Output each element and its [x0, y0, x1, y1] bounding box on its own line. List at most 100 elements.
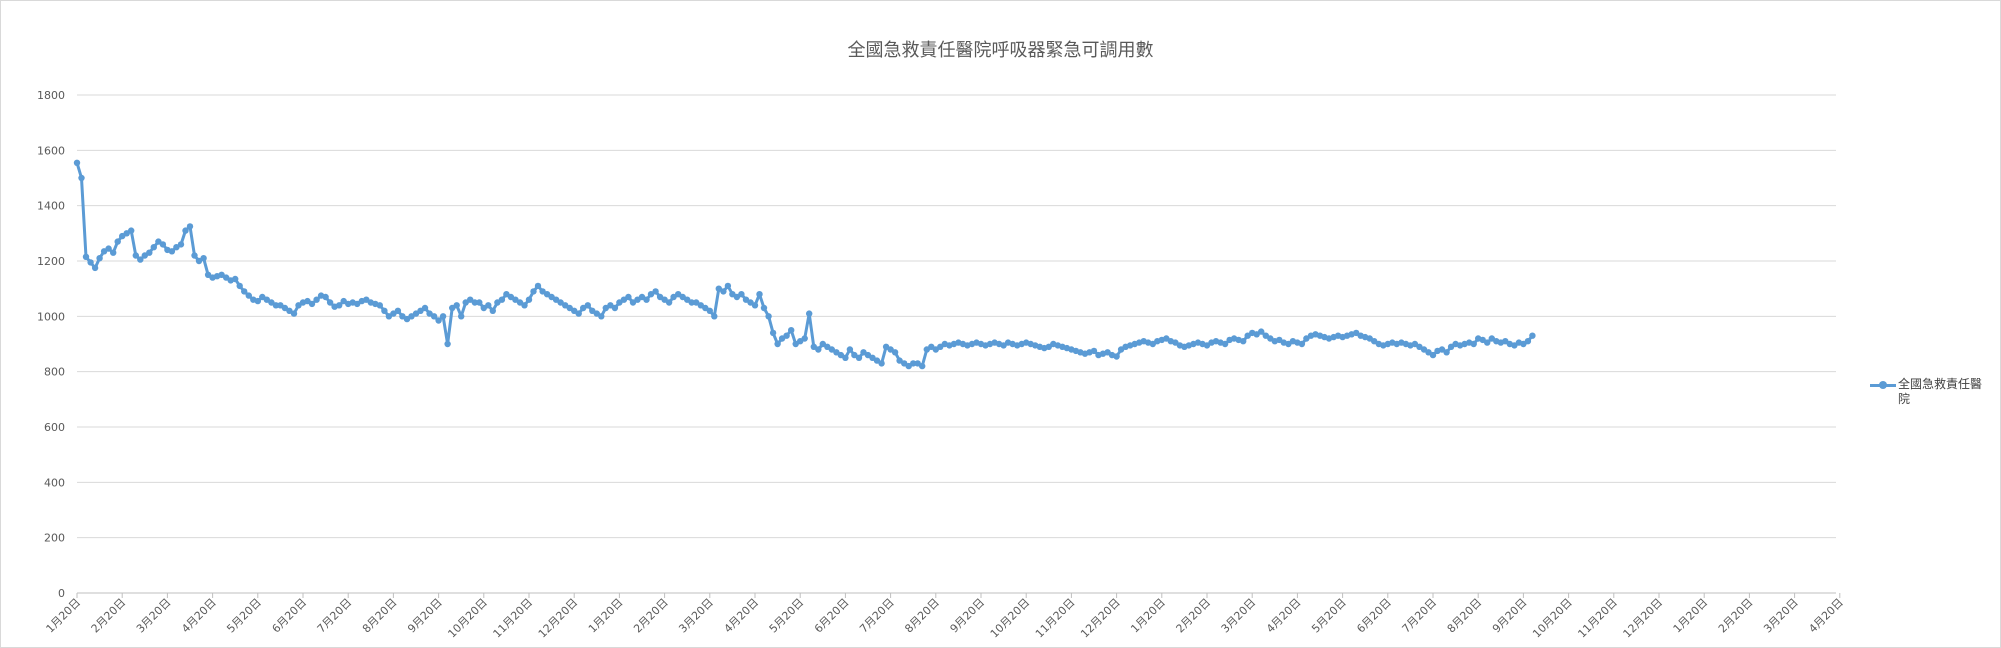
- x-tick-label: 7月20日: [315, 596, 355, 636]
- data-point: [534, 282, 542, 290]
- x-tick-label: 3月20日: [1761, 596, 1801, 636]
- data-point: [290, 310, 298, 317]
- data-point: [774, 340, 781, 348]
- legend-swatch-marker: [1879, 381, 1887, 389]
- data-point: [643, 296, 650, 303]
- x-tick-label: 3月20日: [676, 596, 716, 636]
- data-point: [489, 307, 496, 314]
- data-point: [232, 275, 239, 283]
- data-point: [272, 302, 280, 309]
- data-point: [765, 313, 772, 320]
- x-tick-label: 3月20日: [1219, 596, 1259, 636]
- x-tick-label: 1月20日: [44, 596, 84, 636]
- data-point: [788, 327, 795, 334]
- x-tick-label: 11月20日: [1575, 596, 1620, 641]
- data-point: [336, 302, 343, 309]
- y-tick-label: 400: [44, 476, 65, 489]
- data-point: [241, 288, 248, 295]
- data-point: [313, 296, 320, 303]
- legend-label: 全國急救責任醫院: [1898, 377, 1983, 406]
- x-tick-label: 4月20日: [179, 596, 219, 636]
- data-point: [647, 291, 655, 298]
- y-tick-label: 1400: [37, 200, 65, 213]
- x-tick-label: 8月20日: [360, 596, 400, 636]
- data-point: [1113, 353, 1120, 360]
- data-point: [399, 313, 406, 320]
- data-point: [286, 307, 293, 314]
- data-point: [78, 174, 85, 182]
- gridlines: [77, 94, 1836, 594]
- legend-swatch: [1870, 379, 1896, 391]
- data-point: [1470, 340, 1477, 348]
- x-tick-label: 6月20日: [812, 596, 852, 636]
- x-tick-label: 2月20日: [1716, 596, 1756, 636]
- data-point: [191, 252, 198, 259]
- data-point: [756, 291, 763, 298]
- legend: 全國急救責任醫院: [1870, 377, 1995, 407]
- x-tick-label: 12月20日: [1078, 596, 1123, 641]
- data-point: [801, 335, 808, 342]
- x-tick-label: 5月20日: [224, 596, 264, 636]
- x-tick-label: 7月20日: [1400, 596, 1440, 636]
- data-point: [896, 357, 903, 364]
- data-point: [322, 293, 329, 301]
- y-tick-label: 1800: [37, 89, 65, 102]
- data-point: [421, 304, 429, 312]
- data-point: [381, 307, 388, 314]
- data-point: [471, 299, 478, 306]
- data-point: [444, 340, 451, 348]
- data-point: [910, 360, 917, 367]
- data-point: [738, 291, 745, 298]
- x-tick-label: 5月20日: [1309, 596, 1349, 636]
- x-tick-label: 8月20日: [1445, 596, 1485, 636]
- x-tick-label: 10月20日: [445, 596, 490, 641]
- x-tick-label: 9月20日: [405, 596, 445, 636]
- data-point: [1258, 328, 1265, 335]
- x-tick-label: 2月20日: [89, 596, 129, 636]
- data-point: [751, 302, 759, 309]
- data-point: [1298, 340, 1306, 348]
- data-point: [670, 293, 677, 301]
- x-tick-label: 3月20日: [134, 596, 174, 636]
- data-point: [919, 362, 926, 370]
- data-point: [711, 313, 718, 320]
- data-point: [394, 307, 402, 314]
- data-point: [688, 299, 695, 306]
- data-point: [1371, 338, 1378, 345]
- x-tick-label: 10月20日: [988, 596, 1033, 641]
- data-point: [498, 296, 506, 303]
- data-point: [105, 245, 112, 252]
- data-point: [815, 346, 822, 353]
- x-tick-label: 11月20日: [1033, 596, 1078, 641]
- y-tick-label: 600: [44, 421, 65, 434]
- data-point: [263, 296, 270, 303]
- x-tick-label: 1月20日: [586, 596, 626, 636]
- data-point: [693, 299, 700, 306]
- x-tick-label: 6月20日: [270, 596, 310, 636]
- x-tick-label: 10月20日: [1530, 596, 1575, 641]
- y-tick-label: 1200: [37, 255, 65, 268]
- data-point: [611, 304, 619, 312]
- data-point: [1221, 340, 1229, 348]
- data-point: [173, 244, 180, 251]
- x-tick-label: 12月20日: [536, 596, 581, 641]
- data-point: [806, 310, 813, 317]
- data-point: [485, 302, 492, 309]
- data-point: [846, 346, 854, 353]
- series-layer: [73, 159, 1536, 370]
- data-point: [150, 244, 157, 251]
- data-point: [575, 310, 582, 317]
- y-tick-label: 0: [58, 587, 65, 600]
- x-tick-label: 1月20日: [1128, 596, 1168, 636]
- data-point: [530, 288, 537, 295]
- data-point: [453, 302, 460, 309]
- x-tick-label: 9月20日: [948, 596, 988, 636]
- data-point: [525, 296, 533, 303]
- data-point: [182, 227, 189, 234]
- y-tick-label: 800: [44, 366, 65, 379]
- x-tick-label: 11月20日: [491, 596, 536, 641]
- data-point: [842, 354, 849, 361]
- data-point: [200, 255, 207, 262]
